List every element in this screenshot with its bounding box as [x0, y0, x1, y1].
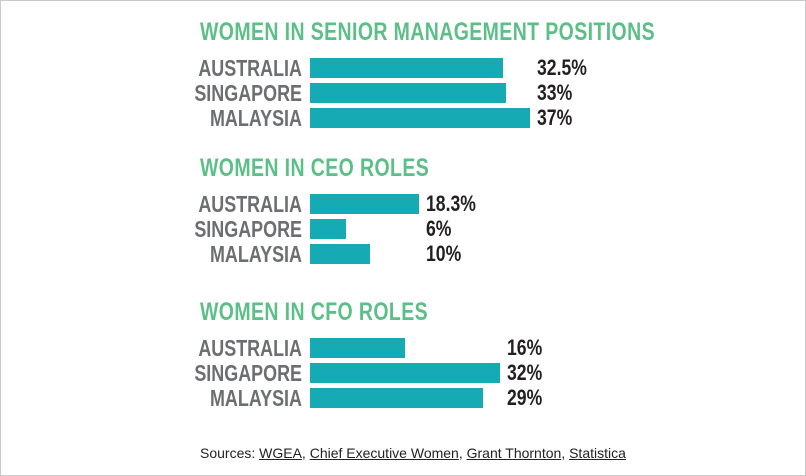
bar-malaysia: [310, 244, 370, 264]
category-label: MALAYSIA: [209, 105, 302, 131]
source-link-statistica[interactable]: Statistica: [569, 445, 626, 461]
category-label: SINGAPORE: [194, 80, 302, 106]
bar-australia: [310, 338, 406, 358]
bar-singapore: [310, 219, 346, 239]
value-label: 37%: [537, 105, 573, 130]
bar-malaysia: [310, 388, 483, 408]
value-label: 6%: [425, 216, 452, 241]
bar-australia: [310, 194, 419, 214]
category-label: AUSTRALIA: [198, 191, 302, 217]
value-label: 29%: [507, 385, 543, 410]
category-label: MALAYSIA: [209, 385, 302, 411]
value-label: 18.3%: [425, 191, 476, 216]
bar-australia: [310, 58, 504, 78]
sources-prefix: Sources:: [200, 445, 260, 461]
chart-title-2: WOMEN IN CFO ROLES: [200, 298, 429, 326]
category-label: AUSTRALIA: [198, 335, 302, 361]
category-label: AUSTRALIA: [198, 55, 302, 81]
source-link-grant-thornton[interactable]: Grant Thornton: [466, 445, 562, 461]
value-label: 32.5%: [537, 55, 588, 80]
category-label: SINGAPORE: [194, 360, 302, 386]
bar-singapore: [310, 83, 507, 103]
bar-singapore: [310, 363, 501, 383]
chart-title-1: WOMEN IN CEO ROLES: [200, 154, 430, 182]
value-label: 32%: [507, 360, 543, 385]
chart-title-0: WOMEN IN SENIOR MANAGEMENT POSITIONS: [200, 18, 655, 46]
category-label: SINGAPORE: [194, 216, 302, 242]
source-link-chief-executive-women[interactable]: Chief Executive Women: [309, 445, 459, 461]
bar-malaysia: [310, 108, 531, 128]
value-label: 33%: [537, 80, 573, 105]
category-label: MALAYSIA: [209, 241, 302, 267]
value-label: 10%: [425, 241, 462, 266]
value-label: 16%: [507, 335, 543, 360]
sources-line: Sources: WGEA, Chief Executive Women, Gr…: [200, 445, 626, 461]
source-link-wgea[interactable]: WGEA: [259, 445, 302, 461]
